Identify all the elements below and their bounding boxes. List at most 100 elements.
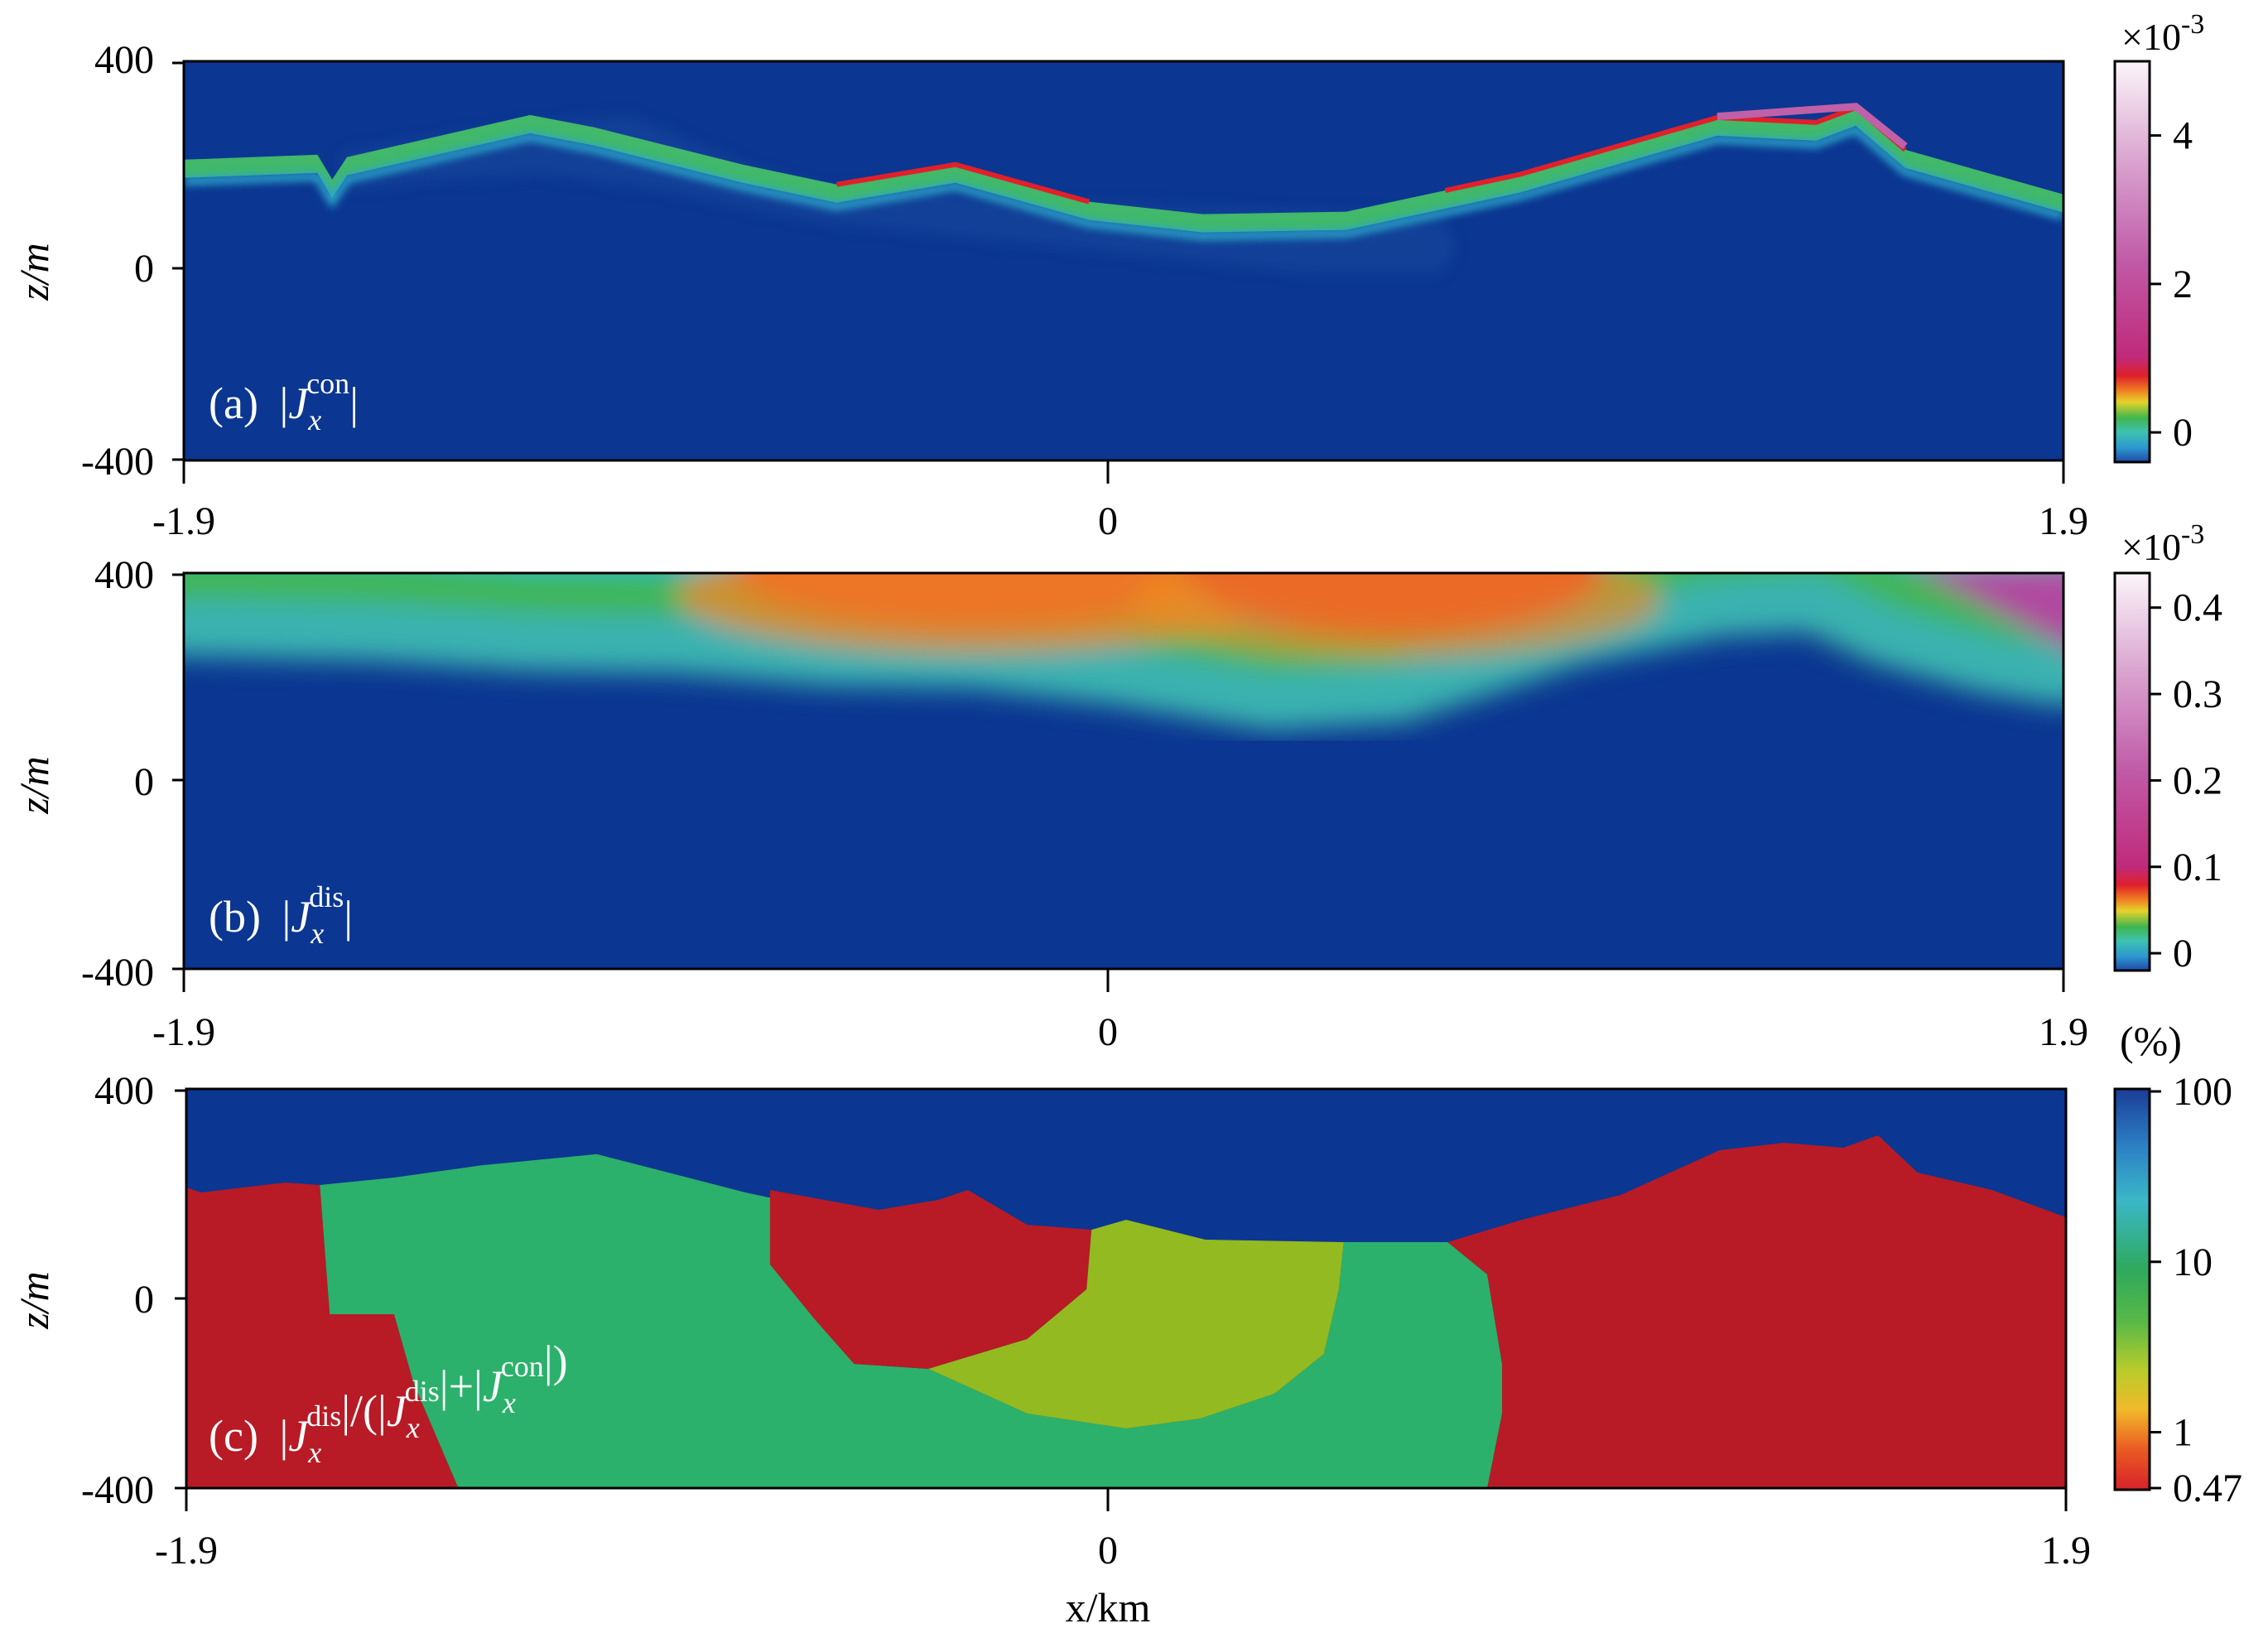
colorbar-a: 4 2 0 ×10-3 [2113,9,2204,464]
panel-a-y-ticks: 400 0 -400 [81,38,184,484]
panel-b-annotation-label: (b) [209,892,261,942]
colorbar-c-gradient [2113,1087,2151,1491]
panel-a-annotation-label: (a) [209,378,258,428]
panel-a-frame [182,60,2065,462]
colorbar-c-ticklabel-3: 0.47 [2173,1467,2242,1510]
panel-c-xtick-zero: 0 [1098,1529,1118,1573]
panel-c-xtick-left: -1.9 [155,1529,218,1573]
panel-a-xtick-zero: 0 [1098,499,1118,543]
panel-b-hotspot-right-rim [1130,573,1661,658]
panel-c-annotation-sup-1: dis [306,1399,341,1433]
colorbar-b-gradient [2113,571,2151,972]
colorbar-b-ticklabel-3: 0.1 [2173,845,2222,889]
panel-c-y-ticks: 400 0 -400 [81,1069,186,1512]
panel-b-y-ticks: 400 0 -400 [81,553,184,995]
colorbar-a-ticklabel-1: 2 [2173,263,2193,306]
panel-a-annotation-sub: x [307,403,321,436]
panel-b-xtick-zero: 0 [1098,1010,1118,1054]
panel-c-annotation-symbol-5: J [483,1361,505,1411]
panel-b-ytick-400: 400 [94,553,154,597]
colorbar-b-multiplier: ×10-3 [2121,519,2204,568]
colorbar-c-ticklabel-0: 100 [2173,1070,2232,1114]
panel-c-annotation-sub-3: x [406,1411,420,1444]
colorbar-c-unit: (%) [2120,1018,2182,1064]
panel-b-annotation-bar-left: | [282,892,291,942]
panel-a-surface-rim-0 [836,161,1091,205]
panel-a-annotation-bar-left: | [279,378,288,428]
panel-b-x-ticks: -1.9 0 1.9 [152,969,2088,1054]
colorbar-c: 100 10 1 0.47 (%) [2113,1018,2242,1510]
panel-a-ytick-400: 400 [94,38,154,82]
panel-c-region-4 [1447,1135,2066,1488]
panel-c-xlabel: x/km [1066,1584,1151,1631]
panel-b-annotation-symbol: J [291,892,313,942]
colorbar-a-gradient [2113,60,2151,464]
panel-a-surface-band [184,107,2063,233]
panel-b-annotation-sup: dis [309,880,344,913]
panel-b-xtick-left: -1.9 [152,1010,215,1054]
panel-c-annotation-sup-5: con [501,1350,544,1383]
panel-b-annotation-sub: x [310,917,324,950]
colorbar-b-ticklabel-1: 0.3 [2173,672,2222,716]
colorbar-a-multiplier: ×10-3 [2121,9,2204,58]
colorbar-a-multiplier-exp: -3 [2181,9,2204,40]
panel-c: 400 0 -400 -1.9 0 1.9 z/m x/km (c) |Jxdi… [11,1018,2242,1631]
colorbar-a-ticklabel-2: 0 [2173,411,2193,455]
panel-a-xtick-right: 1.9 [2039,499,2088,543]
panel-a-ytick-0: 0 [134,247,154,291]
panel-c-ytick-neg400: -400 [81,1468,154,1512]
panel-c-annotation: (c) |Jxdis|/(|Jxdis|+|Jxcon|) [209,1337,568,1469]
panel-c-ylabel: z/m [11,1271,57,1329]
panel-c-annotation-label: (c) [209,1411,258,1461]
panel-c-annotation-text-4: |+| [440,1361,483,1411]
panel-b-ytick-0: 0 [134,760,154,804]
colorbar-b-multiplier-exp: -3 [2181,519,2204,550]
panel-b-hotspot-left-rim [677,573,1274,653]
panel-c-annotation-sup-3: dis [405,1375,440,1408]
panel-a-annotation-sup: con [306,367,349,400]
colorbar-b-ticklabel-2: 0.2 [2173,759,2222,802]
panel-c-region-3 [928,1220,1344,1428]
panel-a-surface-glow [184,124,2063,240]
colorbar-b: 0.4 0.3 0.2 0.1 0 ×10-3 [2113,519,2222,975]
panel-c-annotation-sub-5: x [502,1386,516,1419]
panel-a-ytick-neg400: -400 [81,440,154,484]
panel-a-annotation: (a) |Jxcon| [209,367,359,436]
panel-c-xtick-right: 1.9 [2041,1529,2091,1573]
panel-c-annotation-symbol-3: J [387,1386,409,1436]
panel-c-annotation-text-0: | [279,1411,288,1461]
colorbar-b-ticklabel-4: 0 [2173,932,2193,975]
panel-c-x-ticks: -1.9 0 1.9 [155,1488,2091,1573]
panel-b-xtick-right: 1.9 [2039,1010,2088,1054]
panel-c-annotation-text-6: |) [544,1337,568,1386]
panel-c-region-0 [186,1183,459,1488]
panel-a-xtick-left: -1.9 [152,499,215,543]
panel-b-field [184,573,2063,730]
panel-c-annotation-sub-1: x [307,1436,321,1469]
colorbar-c-ticklabel-1: 10 [2173,1240,2213,1284]
panel-a-annotation-symbol: J [288,378,311,428]
panel-b-hotspot-far-right [1921,573,2063,646]
panel-a-ylabel: z/m [11,243,57,301]
colorbar-b-multiplier-base: ×10 [2121,526,2181,568]
panel-b-ytick-neg400: -400 [81,951,154,995]
panel-a: 400 0 -400 -1.9 0 1.9 z/m (a) |Jxcon| 42… [11,9,2204,543]
panel-b-annotation-bar-right: | [344,892,353,942]
panel-c-region-2 [769,1190,1092,1369]
panel-a-surface-peak [1717,103,1908,150]
colorbar-a-ticklabel-0: 4 [2173,114,2193,158]
panel-b-band-2 [184,573,2063,730]
colorbar-b-ticklabel-0: 0.4 [2173,586,2222,630]
panel-b-annotation: (b) |Jxdis| [209,880,353,950]
panel-c-ytick-0: 0 [134,1278,154,1322]
panel-a-annotation-bar-right: | [349,378,359,428]
panel-b-frame [182,571,2065,971]
colorbar-a-multiplier-base: ×10 [2121,16,2181,58]
panel-c-annotation-symbol-1: J [288,1411,311,1461]
panel-a-x-ticks: -1.9 0 1.9 [152,460,2088,543]
panel-c-frame [185,1087,2068,1490]
panel-b-ylabel: z/m [11,756,57,814]
panel-c-region-1 [320,1154,1502,1488]
panel-c-annotation-text-2: |/(| [341,1386,387,1436]
